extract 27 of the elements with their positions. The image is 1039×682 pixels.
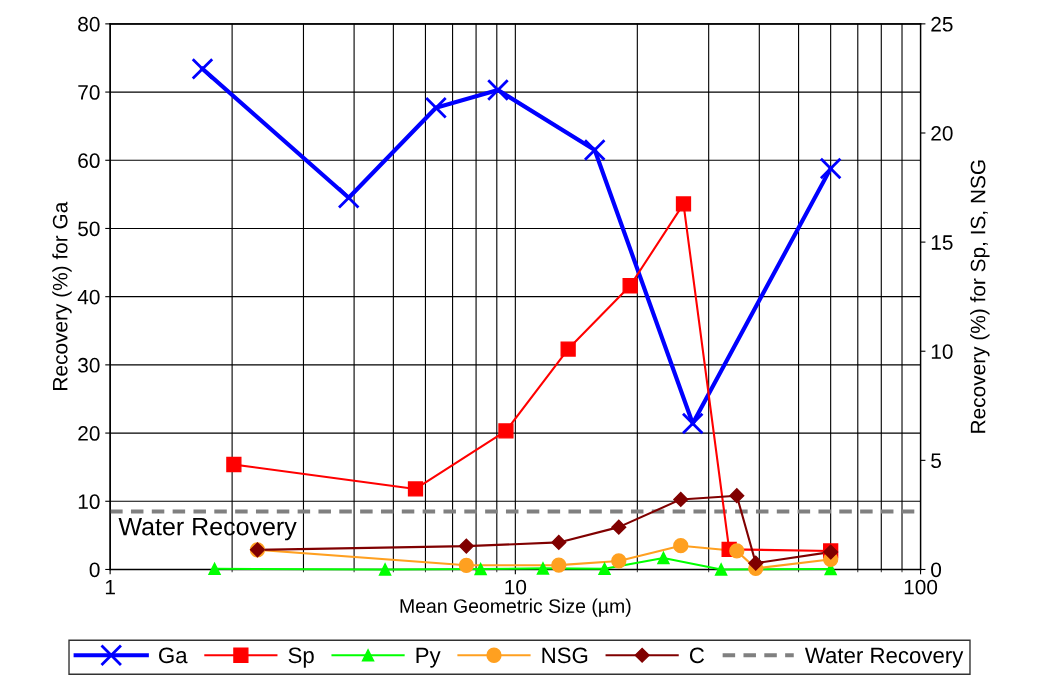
y-tick-label: 50 xyxy=(78,221,100,237)
y-tick-label: 40 xyxy=(77,289,100,305)
x-tick-label: 1 xyxy=(105,579,115,595)
legend-label: C xyxy=(689,647,705,664)
y-tick-label: 20 xyxy=(78,426,100,441)
legend-label: Ga xyxy=(159,647,188,664)
y2-tick-label: 15 xyxy=(931,235,953,250)
x-axis-title: Mean Geometric Size (µm) xyxy=(400,598,631,617)
legend-label: Water Recovery xyxy=(804,647,964,668)
y-tick-label: 30 xyxy=(78,357,100,373)
legend-label: Sp xyxy=(288,647,314,668)
y2-tick-label: 5 xyxy=(931,453,941,469)
y-tick-label: 60 xyxy=(78,153,100,169)
y-tick-label: 0 xyxy=(89,562,100,578)
x-tick-label: 10 xyxy=(505,579,527,595)
legend-label: Py xyxy=(416,647,441,668)
y2-tick-label: 20 xyxy=(931,125,953,141)
y2-axis-title: Recovery (%) for Sp, IS, NSG xyxy=(970,160,990,433)
y2-tick-label: 25 xyxy=(931,16,953,32)
y-tick-label: 80 xyxy=(78,16,100,32)
y-tick-label: 10 xyxy=(78,494,100,510)
legend-label: NSG xyxy=(542,647,588,664)
y-tick-label: 70 xyxy=(78,85,100,100)
y-axis-title: Recovery (%) for Ga xyxy=(52,201,72,390)
y2-tick-label: 0 xyxy=(931,562,942,578)
x-tick-label: 100 xyxy=(904,579,938,595)
y2-tick-label: 10 xyxy=(931,344,953,359)
